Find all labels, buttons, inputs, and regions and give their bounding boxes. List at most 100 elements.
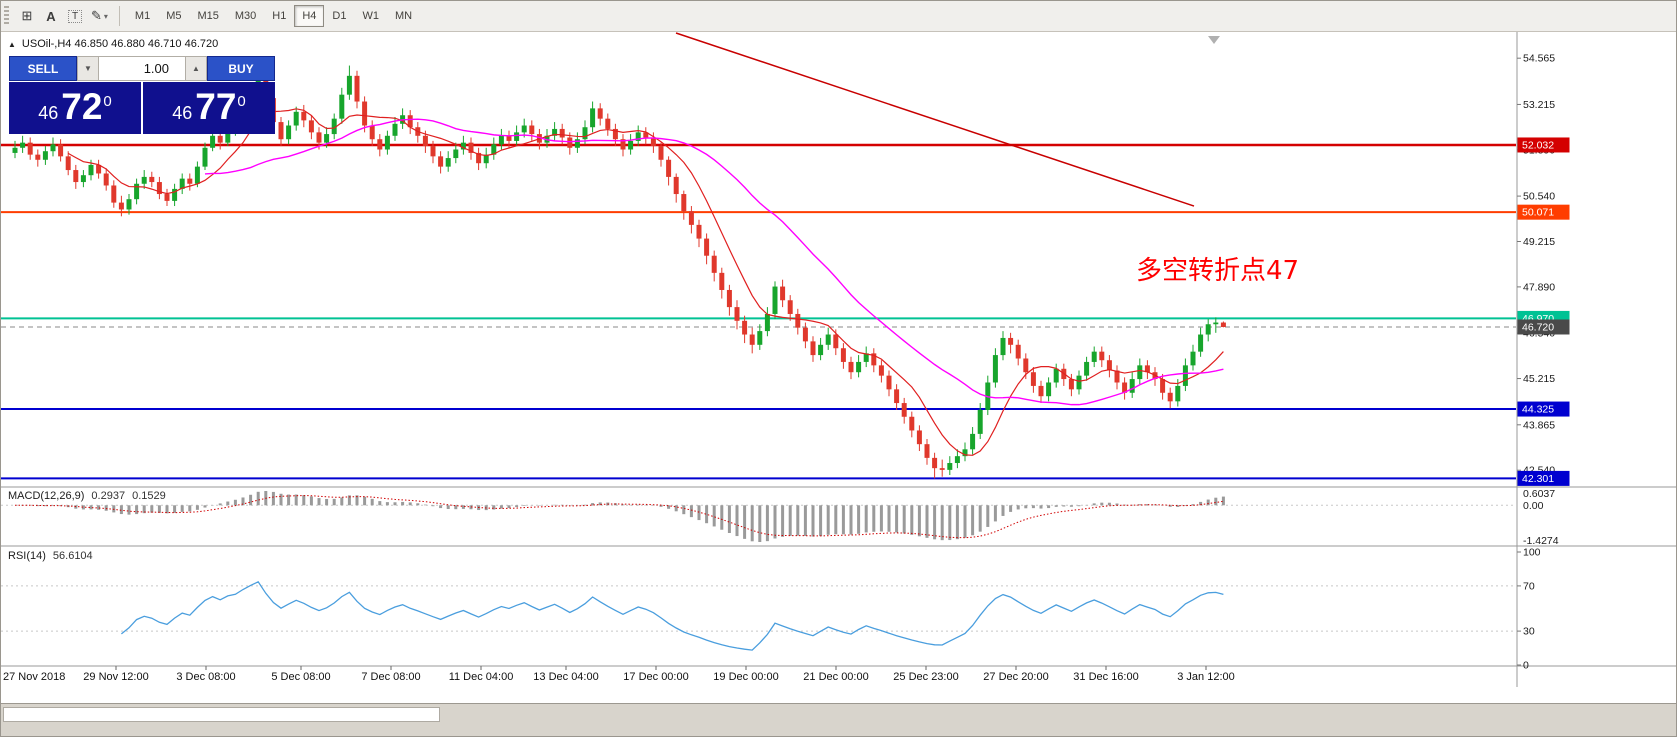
price-badge bbox=[1517, 470, 1570, 486]
candle-body bbox=[871, 353, 877, 366]
sell-price-point: 0 bbox=[103, 93, 112, 110]
candle-body bbox=[787, 300, 793, 314]
price-axis-tick-label: 50.540 bbox=[1523, 191, 1555, 203]
candle-body bbox=[597, 108, 603, 119]
candle-body bbox=[80, 175, 86, 183]
candle-body bbox=[194, 166, 200, 184]
buy-button[interactable]: BUY bbox=[207, 56, 275, 81]
buy-price-int: 46 bbox=[172, 103, 193, 123]
text-label-glyph: T bbox=[67, 9, 83, 23]
candle-body bbox=[582, 127, 588, 140]
candle-body bbox=[187, 178, 193, 184]
candle-body bbox=[369, 125, 375, 140]
time-axis-label: 19 Dec 00:00 bbox=[713, 671, 778, 683]
candle-body bbox=[1076, 375, 1082, 390]
h-scrollbar-thumb[interactable] bbox=[3, 707, 440, 722]
candle-body bbox=[20, 142, 26, 148]
sell-button[interactable]: SELL bbox=[9, 56, 77, 81]
text-tool-icon[interactable]: A bbox=[39, 4, 63, 28]
lot-size-input[interactable] bbox=[98, 56, 186, 81]
candle-body bbox=[483, 154, 489, 164]
descending-trendline[interactable] bbox=[675, 32, 1195, 207]
candle-body bbox=[848, 361, 854, 373]
sell-price-int: 46 bbox=[38, 103, 59, 123]
candle-body bbox=[35, 154, 41, 160]
candle-body bbox=[1144, 365, 1150, 373]
candle-body bbox=[491, 144, 497, 155]
toolbar-grip[interactable] bbox=[4, 6, 9, 26]
candle-body bbox=[635, 132, 641, 141]
timeframe-mn[interactable]: MN bbox=[387, 5, 420, 27]
lot-increase-button[interactable]: ▲ bbox=[186, 56, 207, 81]
candle-body bbox=[970, 433, 976, 450]
candle-body bbox=[818, 344, 824, 356]
candle-body bbox=[1038, 385, 1044, 397]
candle-body bbox=[894, 389, 900, 404]
arrow-up-icon: ▲ bbox=[192, 64, 200, 73]
candle-body bbox=[217, 135, 223, 143]
buy-price-box[interactable]: 46 77 0 bbox=[143, 82, 275, 134]
macd-name: MACD(12,26,9) bbox=[8, 490, 85, 502]
candle-body bbox=[111, 185, 117, 203]
candle-body bbox=[50, 144, 56, 152]
time-axis-label: 5 Dec 08:00 bbox=[271, 671, 330, 683]
candle-body bbox=[772, 286, 778, 314]
candle-body bbox=[650, 137, 656, 147]
candle-body bbox=[1122, 382, 1128, 393]
candle-body bbox=[453, 149, 459, 159]
timeframe-m15[interactable]: M15 bbox=[189, 5, 226, 27]
candle-body bbox=[810, 341, 816, 356]
candle-body bbox=[742, 320, 748, 335]
candle-body bbox=[932, 457, 938, 469]
time-axis-label: 17 Dec 00:00 bbox=[623, 671, 688, 683]
lot-decrease-button[interactable]: ▼ bbox=[77, 56, 98, 81]
shift-marker-icon[interactable] bbox=[1208, 36, 1220, 44]
candle-body bbox=[134, 183, 140, 200]
candle-body bbox=[210, 135, 216, 148]
candle-body bbox=[407, 115, 413, 128]
chart-annotation-text[interactable]: 多空转折点47 bbox=[1136, 256, 1299, 286]
timeframe-m5[interactable]: M5 bbox=[158, 5, 189, 27]
candle-body bbox=[757, 331, 763, 345]
ohlc-header: ▲ USOil-,H4 46.850 46.880 46.710 46.720 bbox=[8, 38, 218, 50]
candle-body bbox=[506, 135, 512, 141]
candle-body bbox=[673, 176, 679, 195]
candle-body bbox=[688, 211, 694, 225]
timeframe-m30[interactable]: M30 bbox=[227, 5, 264, 27]
price-badge bbox=[1517, 137, 1570, 153]
symbol-ohlc-text: USOil-,H4 46.850 46.880 46.710 46.720 bbox=[21, 38, 219, 50]
candle-body bbox=[643, 132, 649, 138]
timeframe-h4[interactable]: H4 bbox=[294, 5, 325, 27]
time-axis-label: 25 Dec 23:00 bbox=[893, 671, 958, 683]
macd-axis-label: -1.4274 bbox=[1523, 535, 1559, 547]
timeframe-d1[interactable]: D1 bbox=[324, 5, 354, 27]
candle-body bbox=[118, 202, 124, 210]
candle-body bbox=[126, 199, 132, 210]
text-label-tool-icon[interactable]: T bbox=[63, 4, 87, 28]
candle-body bbox=[1099, 351, 1105, 361]
timeframe-w1[interactable]: W1 bbox=[354, 5, 387, 27]
candle-body bbox=[1198, 334, 1204, 352]
candle-body bbox=[840, 348, 846, 362]
candle-body bbox=[476, 152, 482, 164]
rsi-label: RSI(14) 56.6104 bbox=[8, 550, 93, 562]
price-chart-canvas[interactable]: 多空转折点4754.56553.21551.89050.54049.21547.… bbox=[1, 31, 1677, 737]
drawing-tools-icon[interactable]: ✎ ▾ bbox=[87, 4, 112, 28]
fast-ma-line[interactable] bbox=[67, 108, 1224, 456]
price-badge-label: 42.301 bbox=[1522, 473, 1554, 485]
macd-signal-line bbox=[14, 495, 1224, 539]
time-axis-label: 27 Dec 20:00 bbox=[983, 671, 1048, 683]
sell-price-box[interactable]: 46 72 0 bbox=[9, 82, 141, 134]
timeframe-m1[interactable]: M1 bbox=[127, 5, 158, 27]
rsi-line bbox=[120, 580, 1224, 651]
one-click-toggle-icon[interactable]: ▲ bbox=[8, 39, 16, 49]
timeframe-h1[interactable]: H1 bbox=[264, 5, 294, 27]
time-axis-label: 13 Dec 04:00 bbox=[533, 671, 598, 683]
rsi-axis-label: 100 bbox=[1523, 547, 1541, 559]
macd-signal-value: 0.1529 bbox=[132, 490, 166, 502]
slow-ma-line[interactable] bbox=[204, 118, 1224, 406]
candle-body bbox=[377, 139, 383, 150]
candle-body bbox=[1114, 370, 1120, 383]
chart-mode-tool-icon[interactable]: ⊞ bbox=[15, 4, 39, 28]
candle-body bbox=[901, 403, 907, 417]
